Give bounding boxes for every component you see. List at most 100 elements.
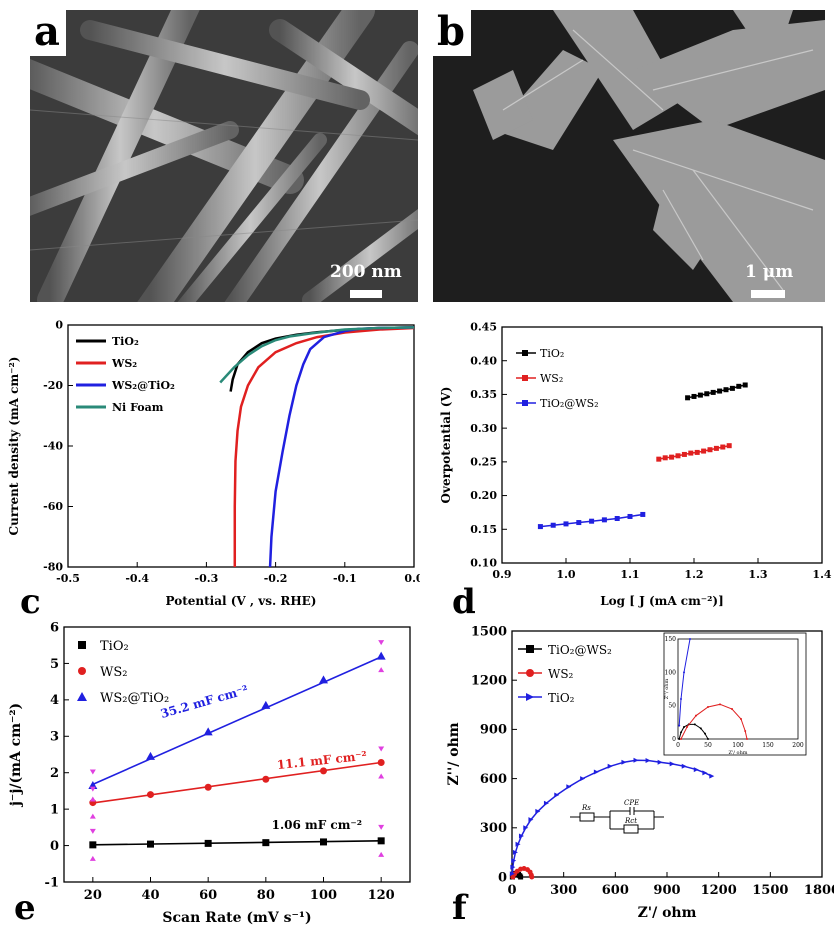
data-point — [702, 770, 707, 775]
inset-data-point — [704, 733, 706, 735]
y-tick-label: -60 — [43, 500, 63, 513]
x-tick-label: 0 — [507, 883, 516, 898]
x-tick-label: 120 — [368, 888, 395, 903]
y-tick-label: -40 — [43, 440, 63, 453]
data-point — [205, 840, 212, 847]
x-tick-label: -0.4 — [125, 572, 149, 585]
y-tick-label: 0.20 — [470, 489, 497, 502]
y-tick-label: 1200 — [471, 674, 507, 689]
data-point — [147, 791, 154, 798]
x-tick-label: 1200 — [701, 883, 737, 898]
y-tick-label: 0.25 — [470, 456, 497, 469]
x-tick-label: 80 — [257, 888, 275, 903]
y-tick-label: 0.45 — [470, 321, 497, 334]
x-tick-label: -0.2 — [264, 572, 288, 585]
panel-label-f: f — [452, 888, 467, 928]
inset-data-point — [707, 706, 709, 708]
inset-y-tick-label: 100 — [665, 669, 677, 676]
data-point — [704, 391, 709, 396]
legend-marker — [78, 641, 86, 649]
sem-image-b: b 1 μm — [433, 10, 825, 302]
data-point — [564, 521, 569, 526]
data-point — [720, 445, 725, 450]
data-point — [646, 758, 651, 763]
fit-line — [93, 763, 381, 803]
data-point — [615, 516, 620, 521]
x-tick-label: 20 — [84, 888, 102, 903]
legend-label: WS₂ — [100, 665, 127, 680]
y-tick-label: 6 — [50, 620, 59, 635]
x-axis-label: Scan Rate (mV s⁻¹) — [162, 910, 311, 926]
data-point — [378, 837, 385, 844]
legend-label: TiO₂ — [100, 639, 129, 654]
data-point — [695, 450, 700, 455]
x-tick-label: 60 — [199, 888, 217, 903]
x-tick-label: 1.0 — [556, 568, 575, 581]
inset-data-point — [731, 708, 733, 710]
inset-data-point — [689, 638, 691, 640]
x-tick-label: -0.1 — [333, 572, 357, 585]
legend-label: WS₂ — [540, 372, 563, 385]
legend-marker — [522, 400, 528, 406]
y-tick-label: -80 — [43, 561, 63, 574]
inset-data-point — [700, 727, 702, 729]
legend-marker — [522, 375, 528, 381]
y-tick-label: 1500 — [471, 624, 507, 639]
x-axis-label: Log [ J (mA cm⁻²)] — [600, 594, 724, 608]
panel-label-c: c — [20, 582, 41, 622]
data-point — [262, 839, 269, 846]
data-point — [670, 761, 675, 766]
data-point — [538, 524, 543, 529]
data-point — [319, 675, 328, 683]
data-point — [377, 652, 386, 660]
y-axis-label: Current density (mA cm⁻²) — [7, 357, 21, 536]
inset-data-point — [683, 726, 685, 728]
x-tick-label: 1.2 — [684, 568, 703, 581]
inset-y-tick-label: 0 — [672, 736, 676, 743]
data-point — [714, 446, 719, 451]
y-tick-label: 600 — [480, 772, 507, 787]
data-point — [551, 523, 556, 528]
legend-label: WS₂@TiO₂ — [111, 379, 175, 392]
data-point — [658, 760, 663, 765]
inset-data-point — [678, 738, 680, 740]
data-point — [743, 382, 748, 387]
scale-bar-a — [350, 290, 382, 298]
data-point — [589, 519, 594, 524]
y-tick-label: 4 — [50, 693, 59, 708]
inset-data-point — [740, 718, 742, 720]
inset-data-point — [680, 698, 682, 700]
data-point — [320, 767, 327, 774]
scale-bar-label-a: 200 nm — [330, 262, 402, 282]
data-point — [682, 452, 687, 457]
inset-x-tick-label: 150 — [762, 742, 774, 749]
y-tick-label: 0.40 — [470, 354, 497, 367]
x-tick-label: 300 — [550, 883, 577, 898]
x-tick-label: 1.4 — [812, 568, 831, 581]
data-point — [146, 752, 155, 760]
inset-x-tick-label: 0 — [676, 742, 680, 749]
fit-line — [93, 841, 381, 845]
data-point — [576, 520, 581, 525]
y-tick-label: 900 — [480, 723, 507, 738]
y-tick-label: 300 — [480, 821, 507, 836]
data-point — [730, 386, 735, 391]
slope-annotation: 1.06 mF cm⁻² — [272, 818, 362, 832]
data-point — [602, 517, 607, 522]
panel-label-e: e — [14, 888, 36, 928]
circuit-rs — [580, 813, 594, 821]
inset-data-point — [707, 738, 709, 740]
circuit-label: Rs — [581, 804, 591, 812]
scale-bar-b — [751, 290, 785, 298]
legend-marker — [526, 669, 534, 677]
chart-e-capacitance: 20406080100120-10123456Scan Rate (mV s⁻¹… — [0, 617, 420, 933]
legend-label: TiO₂ — [112, 335, 139, 348]
x-tick-label: 1.3 — [748, 568, 767, 581]
x-tick-label: 1500 — [752, 883, 788, 898]
inset-data-point — [680, 738, 682, 740]
data-point — [669, 455, 674, 460]
data-point — [685, 395, 690, 400]
x-tick-label: 100 — [310, 888, 337, 903]
inset-data-point — [746, 738, 748, 740]
y-tick-label: 0.35 — [470, 388, 497, 401]
